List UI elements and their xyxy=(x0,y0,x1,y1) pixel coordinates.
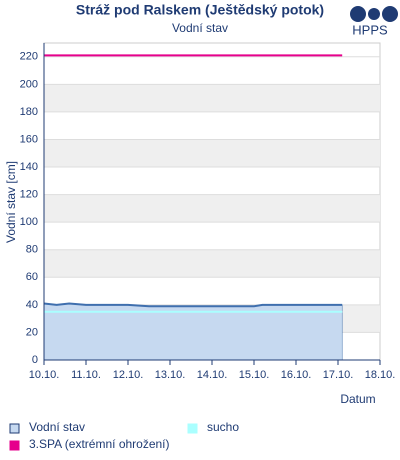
legend-label: Vodní stav xyxy=(29,420,85,434)
legend-label: sucho xyxy=(207,420,239,434)
x-tick-label: 17.10. xyxy=(323,369,354,381)
x-tick-label: 11.10. xyxy=(71,369,101,381)
x-tick-label: 18.10. xyxy=(365,369,396,381)
y-tick-label: 200 xyxy=(20,78,38,90)
y-axis-label: Vodní stav [cm] xyxy=(4,161,18,243)
chart-subtitle: Vodní stav xyxy=(172,21,228,35)
x-tick-label: 13.10. xyxy=(155,369,186,381)
grid-band xyxy=(44,249,380,278)
grid-band xyxy=(44,194,380,223)
y-tick-label: 60 xyxy=(26,271,38,283)
x-axis-label: Datum xyxy=(340,392,375,406)
x-tick-label: 10.10. xyxy=(29,369,60,381)
y-tick-label: 40 xyxy=(26,299,38,311)
y-tick-label: 0 xyxy=(32,354,38,366)
chart-title: Stráž pod Ralskem (Ještědský potok) xyxy=(76,2,324,18)
logo-circle xyxy=(368,8,380,20)
line xyxy=(43,302,343,308)
y-tick-label: 120 xyxy=(20,189,38,201)
logo xyxy=(350,6,398,22)
y-tick-label: 160 xyxy=(20,133,38,145)
logo-text: HPPS xyxy=(352,22,388,37)
y-tick-label: 100 xyxy=(20,216,38,228)
logo-circle xyxy=(382,6,398,22)
y-tick-label: 140 xyxy=(20,161,38,173)
y-tick-label: 20 xyxy=(26,326,38,338)
x-tick-label: 15.10. xyxy=(239,369,270,381)
grid-band xyxy=(44,139,380,168)
y-tick-label: 180 xyxy=(20,106,38,118)
y-tick-label: 80 xyxy=(26,244,38,256)
legend-swatch xyxy=(9,423,20,434)
legend-swatch xyxy=(9,440,20,451)
legend-swatch xyxy=(187,423,198,434)
logo-circle xyxy=(350,6,366,22)
legend-label: 3.SPA (extrémní ohrožení) xyxy=(29,437,170,451)
y-tick-label: 220 xyxy=(20,51,38,63)
x-tick-label: 16.10. xyxy=(281,369,312,381)
x-tick-label: 14.10. xyxy=(197,369,228,381)
grid-band xyxy=(44,84,380,112)
x-tick-label: 12.10. xyxy=(113,369,144,381)
